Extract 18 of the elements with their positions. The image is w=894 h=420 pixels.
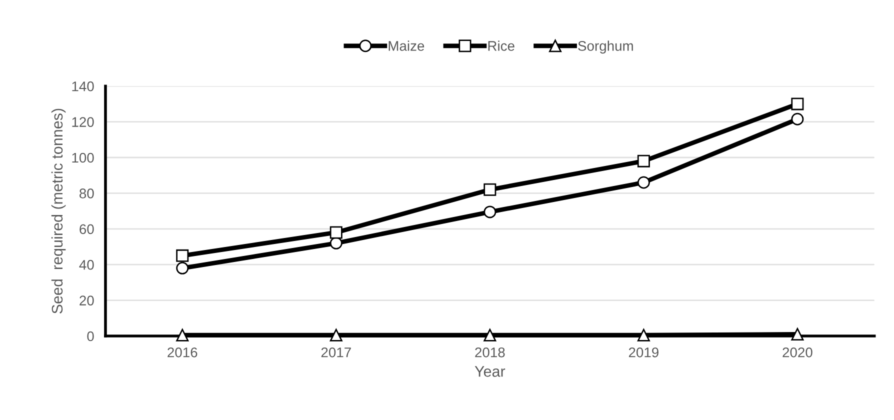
y-tick-label: 80 [80, 188, 94, 198]
legend-label: Sorghum [578, 40, 633, 54]
y-tick-label: 120 [72, 117, 94, 127]
y-axis-title: Seed required (metric tonnes) [51, 108, 66, 314]
x-tick-label: 2020 [782, 347, 812, 358]
y-tick-label: 60 [80, 224, 94, 234]
x-tick-label: 2019 [628, 347, 658, 358]
y-tick-label: 20 [80, 296, 94, 306]
y-tick-label: 40 [79, 260, 94, 270]
legend-label: Maize [388, 40, 424, 51]
legend-label: Rice [488, 40, 514, 51]
x-tick-label: 2018 [475, 347, 505, 358]
y-tick-label: 0 [87, 331, 94, 342]
x-axis-title: Year [474, 366, 506, 377]
y-tick-label: 100 [72, 152, 94, 163]
x-tick-label: 2017 [321, 347, 351, 358]
x-tick-label: 2016 [168, 347, 198, 358]
y-tick-label: 140 [72, 81, 94, 92]
